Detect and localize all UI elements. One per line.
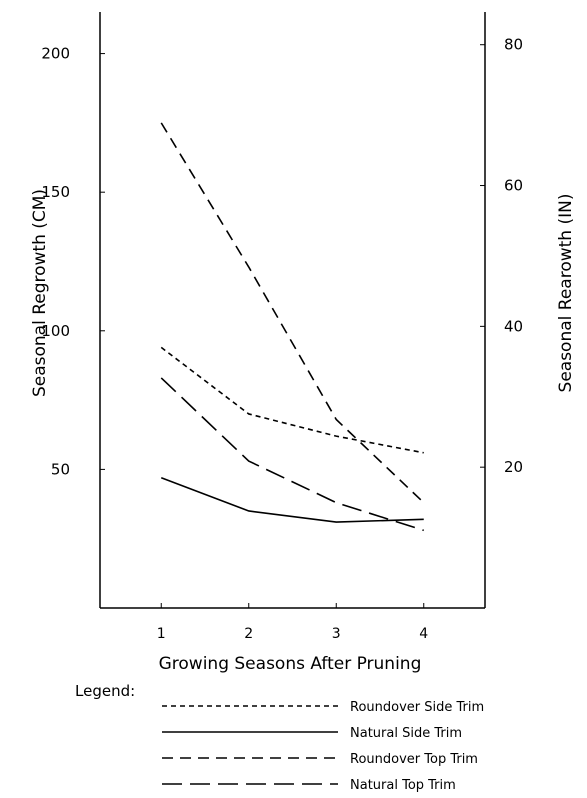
y-tick-label-left: 200 xyxy=(41,45,70,63)
series-layer xyxy=(160,122,425,532)
legend-label: Roundover Side Trim xyxy=(350,700,484,715)
y-tick-label-left: 50 xyxy=(51,460,70,478)
y-axis-label-right: Seasonal Rearowth (IN) xyxy=(556,194,576,393)
series-line-1 xyxy=(160,346,424,454)
y-tick-label-right: 60 xyxy=(504,177,523,195)
legend-label: Roundover Top Trim xyxy=(350,752,478,767)
x-tick-label: 4 xyxy=(419,626,428,642)
y-tick-label-right: 20 xyxy=(504,458,523,476)
y-axis-label-left: Seasonal Regrowth (CM) xyxy=(30,189,50,397)
y-tick-label-left: 100 xyxy=(41,322,70,340)
axes: 50 100 150 200 20 40 60 80 1 2 3 4 xyxy=(41,12,523,642)
legend-label: Natural Side Trim xyxy=(350,726,462,741)
legend-title: Legend: xyxy=(75,682,135,700)
series-line-4 xyxy=(160,377,424,532)
y-tick-label-left: 150 xyxy=(41,183,70,201)
x-tick-label: 3 xyxy=(332,626,341,642)
y-tick-label-right: 40 xyxy=(504,317,523,335)
series-line-2 xyxy=(160,476,424,523)
x-tick-label: 1 xyxy=(157,626,166,642)
series-line-3 xyxy=(160,122,425,504)
x-axis-label: Growing Seasons After Pruning xyxy=(159,654,422,674)
legend: Legend: Roundover Side Trim Natural Side … xyxy=(75,682,484,793)
legend-label: Natural Top Trim xyxy=(350,778,456,793)
y-tick-label-right: 80 xyxy=(504,36,523,54)
x-tick-label: 2 xyxy=(244,626,253,642)
